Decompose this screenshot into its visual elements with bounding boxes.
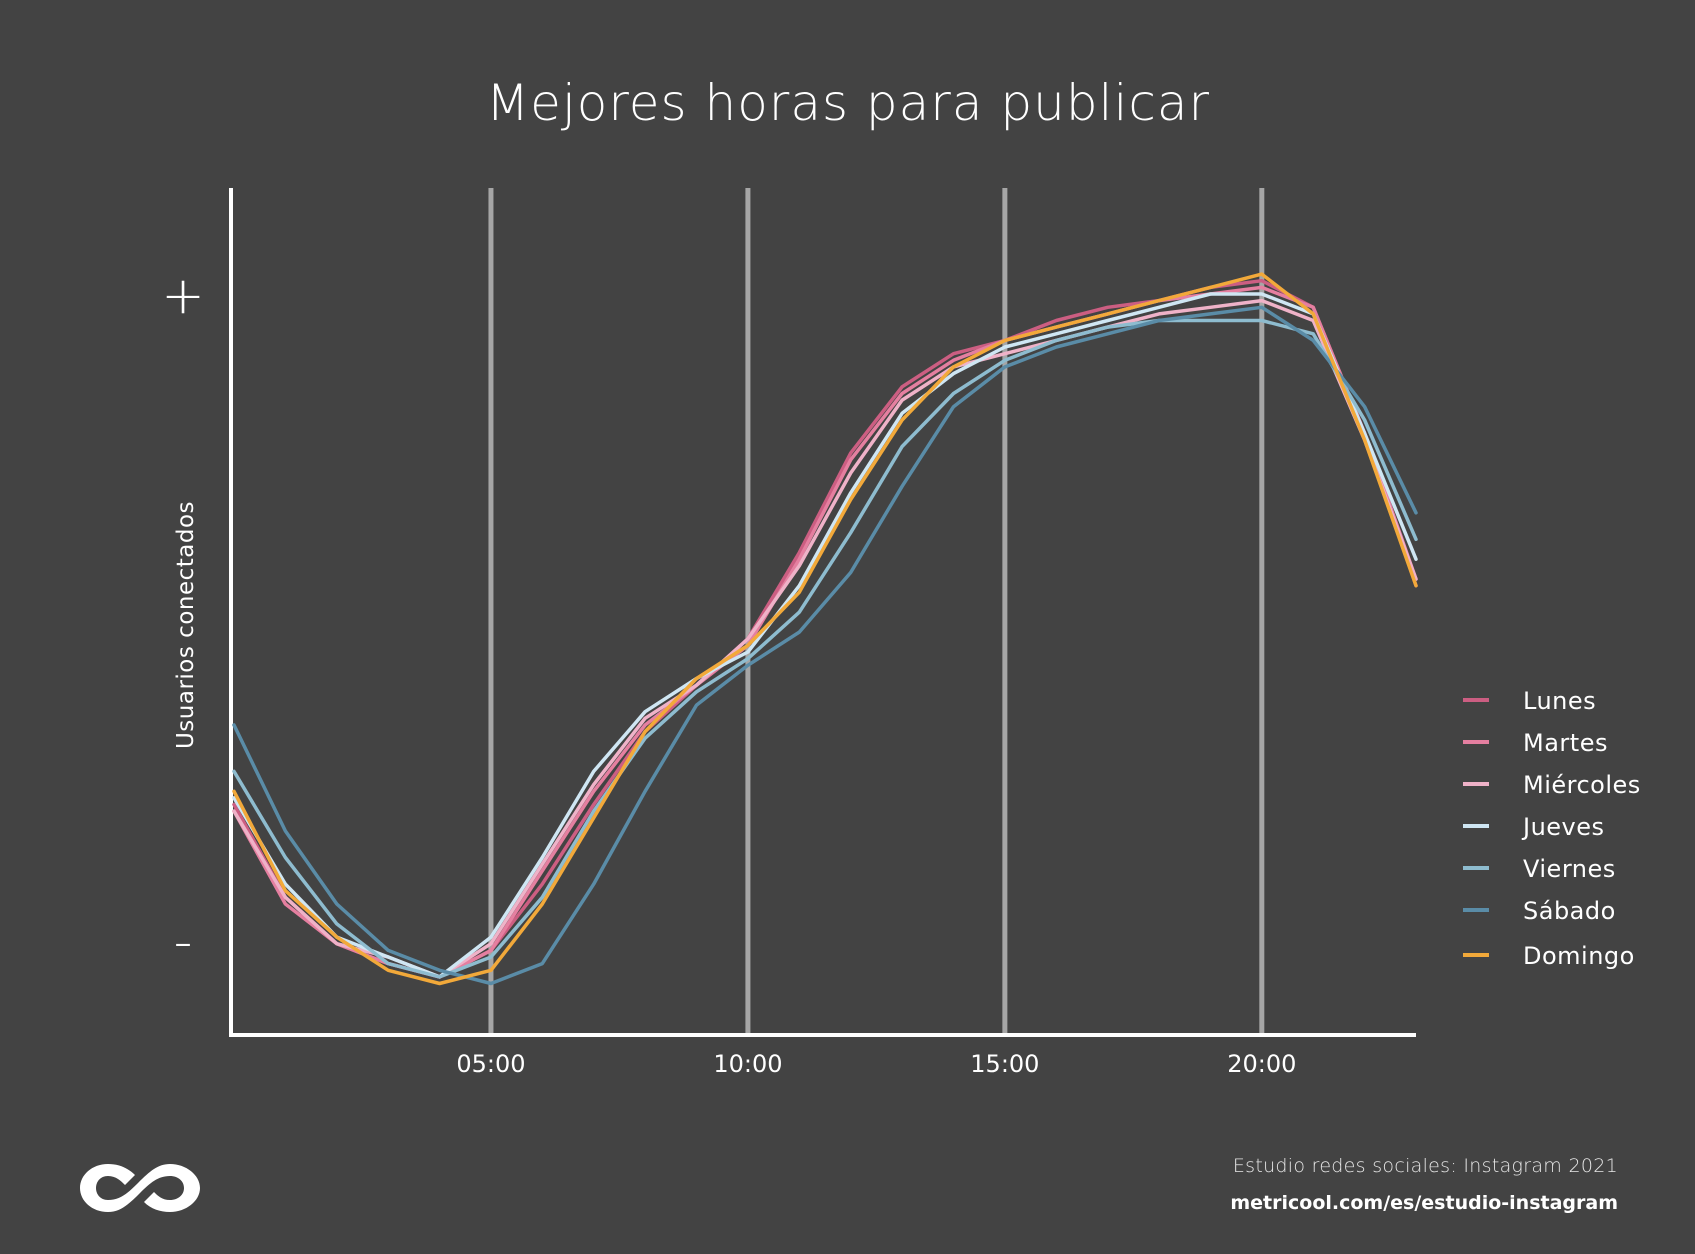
y-tick-high: +: [161, 266, 205, 326]
y-axis-label: Usuarios conectados: [173, 501, 199, 749]
legend-label: Domingo: [1523, 942, 1635, 970]
legend-label: Jueves: [1521, 813, 1605, 841]
chart-title: Mejores horas para publicar: [486, 74, 1210, 132]
series-lines: [232, 272, 1418, 986]
series-line-martes: [232, 285, 1418, 979]
footer-source: Estudio redes sociales: Instagram 2021: [1232, 1155, 1618, 1177]
legend-label: Miércoles: [1523, 771, 1641, 799]
legend-label: Martes: [1523, 729, 1608, 757]
x-tick-label: 05:00: [456, 1050, 525, 1078]
y-tick-low: -: [174, 912, 193, 972]
footer-url[interactable]: metricool.com/es/estudio-instagram: [1230, 1192, 1618, 1214]
legend-label: Lunes: [1523, 687, 1596, 715]
legend-label: Viernes: [1523, 855, 1616, 883]
legend: Lunes Martes Miércoles Jueves Viernes Sábado D…: [1463, 687, 1641, 970]
x-tick-labels: 05:00 10:00 15:00 20:00: [456, 1050, 1296, 1078]
infinity-logo-icon: [80, 1164, 200, 1212]
grid-lines: [488, 188, 1265, 1034]
series-line-miércoles: [232, 298, 1418, 979]
x-tick-label: 20:00: [1227, 1050, 1296, 1078]
x-tick-label: 10:00: [713, 1050, 782, 1078]
series-line-jueves: [232, 292, 1418, 979]
legend-label: Sábado: [1523, 897, 1616, 925]
series-line-sábado: [232, 305, 1418, 986]
series-line-domingo: [232, 272, 1418, 986]
series-line-lunes: [232, 278, 1418, 979]
x-tick-label: 15:00: [970, 1050, 1039, 1078]
series-line-viernes: [232, 318, 1418, 979]
